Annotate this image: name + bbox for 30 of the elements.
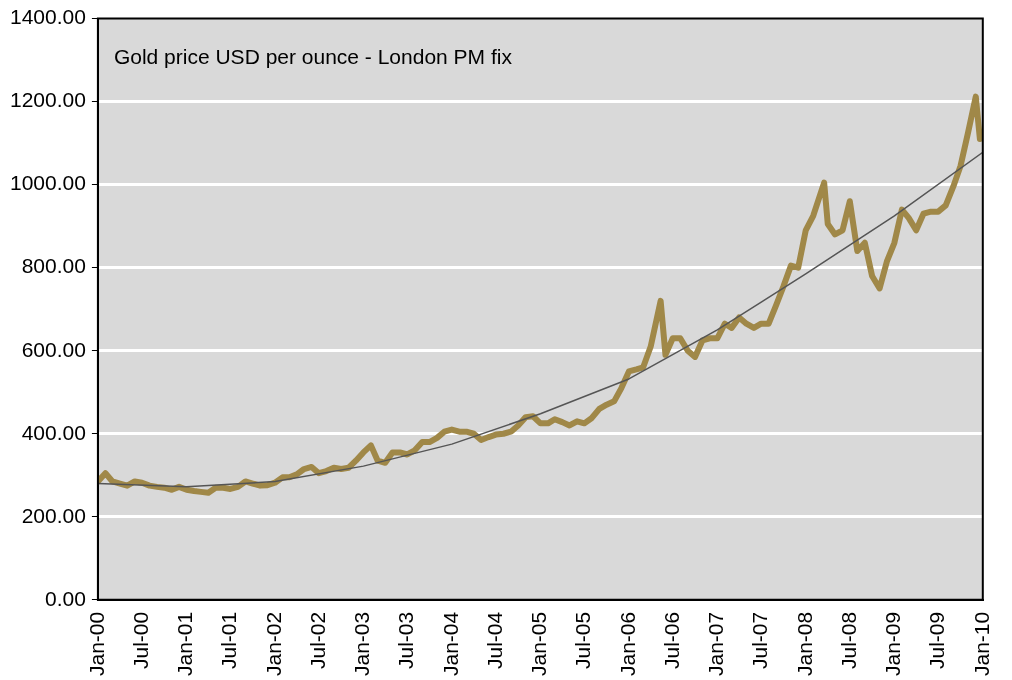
x-tick-label: Jan-04 [438, 611, 462, 677]
x-tick-label: Jan-02 [261, 611, 285, 677]
y-tick-label: 400.00 [21, 420, 86, 444]
y-tick-label: 0.00 [45, 586, 86, 610]
x-tick-label: Jan-09 [881, 611, 905, 677]
x-tick-label: Jul-00 [128, 611, 152, 669]
x-tick-label: Jul-06 [659, 611, 683, 669]
x-tick-label: Jul-09 [925, 611, 949, 669]
x-tick-label: Jan-00 [84, 611, 108, 677]
x-tick-label: Jan-01 [173, 611, 197, 677]
x-tick-label: Jul-05 [571, 611, 595, 669]
x-tick-label: Jul-02 [305, 611, 329, 669]
x-tick-label: Jan-06 [615, 611, 639, 677]
text: Gold price USD per ounce - London PM fix [113, 45, 513, 69]
x-tick-label: Jul-03 [394, 611, 418, 669]
y-tick-label: 1200.00 [9, 88, 86, 112]
y-tick-label: 600.00 [21, 337, 86, 361]
x-tick-label: Jan-07 [704, 611, 728, 677]
x-tick-label: Jul-08 [836, 611, 860, 669]
x-tick-label: Jul-04 [482, 611, 506, 669]
y-tick-label: 200.00 [21, 503, 86, 527]
x-tick-label: Jul-07 [747, 611, 771, 669]
x-tick-label: Jan-10 [969, 611, 993, 677]
y-tick-label: 800.00 [21, 254, 86, 278]
x-tick-label: Jan-08 [792, 611, 816, 677]
x-tick-label: Jul-01 [217, 611, 241, 669]
y-tick-label: 1000.00 [9, 171, 86, 195]
x-tick-label: Jan-05 [527, 611, 551, 677]
x-tick-label: Jan-03 [350, 611, 374, 677]
y-tick-label: 1400.00 [9, 5, 86, 29]
